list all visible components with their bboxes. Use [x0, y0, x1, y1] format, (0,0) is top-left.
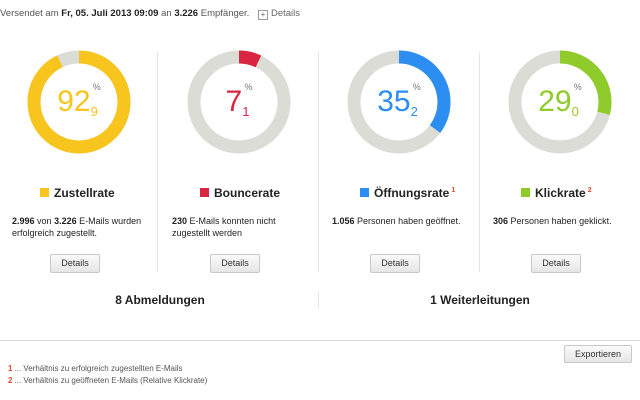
footnote-marker-2: 2 [587, 187, 592, 194]
bouncerate-value-dec: 1 [242, 104, 250, 120]
stat-klickrate: 290% Klickrate 2 306 Personen haben gekli… [481, 42, 640, 282]
zustellrate-description: 2.996 von 3.226 E-Mails wurden erfolgrei… [12, 216, 142, 238]
send-middle: an [161, 8, 172, 19]
bouncerate-arc [187, 50, 291, 154]
bouncerate-value-int: 7 [225, 85, 243, 118]
weiterleitungen-summary: 1 Weiterleitungen [430, 293, 530, 307]
klickrate-arc [508, 50, 612, 154]
bouncerate-donut: 71% [187, 50, 291, 154]
zustellrate-value-dec: 9 [90, 104, 98, 120]
zustellrate-arc [27, 50, 131, 154]
footnote-marker-1: 1 [451, 187, 456, 194]
bouncerate-details-button[interactable]: Details [210, 254, 260, 273]
abmeldungen-summary: 8 Abmeldungen [115, 293, 205, 307]
oeffnungsrate-legend-square [360, 188, 369, 197]
klickrate-value-dec: 0 [571, 104, 579, 120]
bouncerate-label: Bouncerate [200, 186, 280, 200]
zustellrate-details-button[interactable]: Details [50, 254, 100, 273]
klickrate-description: 306 Personen haben geklickt. [493, 216, 612, 226]
bouncerate-unit: % [244, 82, 253, 93]
zustellrate-value-int: 92 [57, 85, 91, 118]
oeffnungsrate-arc [347, 50, 451, 154]
stat-zustellrate: 929% Zustellrate 2.996 von 3.226 E-Mails… [0, 42, 160, 282]
oeffnungsrate-description: 1.056 Personen haben geöffnet. [332, 216, 461, 226]
oeffnungsrate-details-button[interactable]: Details [370, 254, 420, 273]
klickrate-value-int: 29 [538, 85, 572, 118]
export-button[interactable]: Exportieren [564, 345, 632, 363]
oeffnungsrate-label: Öffnungsrate 1 [360, 186, 455, 200]
klickrate-unit: % [573, 82, 582, 93]
send-info: Versendet am Fr, 05. Juli 2013 09:09 an … [0, 8, 300, 22]
klickrate-legend-square [521, 188, 530, 197]
send-date: Fr, 05. Juli 2013 09:09 [61, 8, 159, 19]
oeffnungsrate-unit: % [412, 82, 421, 93]
zustellrate-legend-square [40, 188, 49, 197]
oeffnungsrate-value-dec: 2 [410, 104, 418, 120]
stats-row: 929% Zustellrate 2.996 von 3.226 E-Mails… [0, 42, 640, 282]
footnote-2: 2... Verhältnis zu geöffneten E-Mails (R… [8, 376, 208, 385]
header-details-link[interactable]: Details [270, 8, 301, 19]
divider [479, 52, 480, 272]
klickrate-donut: 290% [508, 50, 612, 154]
klickrate-details-button[interactable]: Details [531, 254, 581, 273]
zustellrate-unit: % [92, 82, 101, 93]
footer-divider [0, 340, 640, 341]
send-suffix: Empfänger. [200, 8, 250, 19]
zustellrate-label: Zustellrate [40, 186, 115, 200]
stat-oeffnungsrate: 352% Öffnungsrate 1 1.056 Personen haben … [320, 42, 480, 282]
expand-plus-icon[interactable]: + [257, 10, 268, 20]
divider [157, 52, 158, 272]
oeffnungsrate-donut: 352% [347, 50, 451, 154]
oeffnungsrate-value-int: 35 [377, 85, 411, 118]
zustellrate-donut: 929% [27, 50, 131, 154]
recipient-count: 3.226 [174, 8, 199, 19]
klickrate-label: Klickrate 2 [521, 186, 592, 200]
stat-bouncerate: 71% Bouncerate 230 E-Mails konnten nicht… [160, 42, 320, 282]
bouncerate-legend-square [200, 188, 209, 197]
summary-divider [318, 292, 319, 308]
footnote-1: 1... Verhältnis zu erfolgreich zugestell… [8, 364, 183, 373]
divider [318, 52, 319, 272]
send-prefix: Versendet am [0, 8, 59, 19]
bouncerate-description: 230 E-Mails konnten nicht zugestellt wer… [172, 216, 276, 238]
